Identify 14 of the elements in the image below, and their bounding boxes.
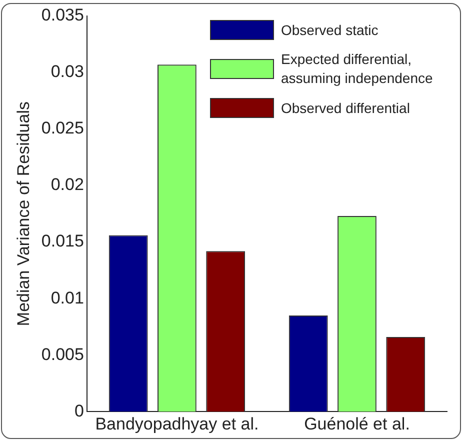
y-tick-label: 0.03	[50, 62, 84, 82]
legend-label: Expected differential, assuming independence	[281, 50, 434, 88]
y-tick-label: 0.025	[41, 118, 84, 138]
y-tick-label: 0	[74, 401, 84, 420]
y-tick-label: 0.005	[41, 344, 84, 364]
y-tick-label: 0.02	[50, 175, 84, 194]
y-tick-label: 0.015	[41, 232, 84, 251]
x-tick-label: Guénolé et al.	[304, 414, 410, 434]
legend-label: Observed static	[281, 20, 380, 40]
x-tick-label: Bandyopadhyay et al.	[95, 414, 259, 434]
y-tick-label: 0.035	[41, 6, 84, 25]
y-tick-label: 0.01	[50, 288, 84, 308]
y-axis-title: Median Variance of Residuals	[14, 102, 33, 326]
legend-label: Observed differential	[281, 98, 411, 118]
